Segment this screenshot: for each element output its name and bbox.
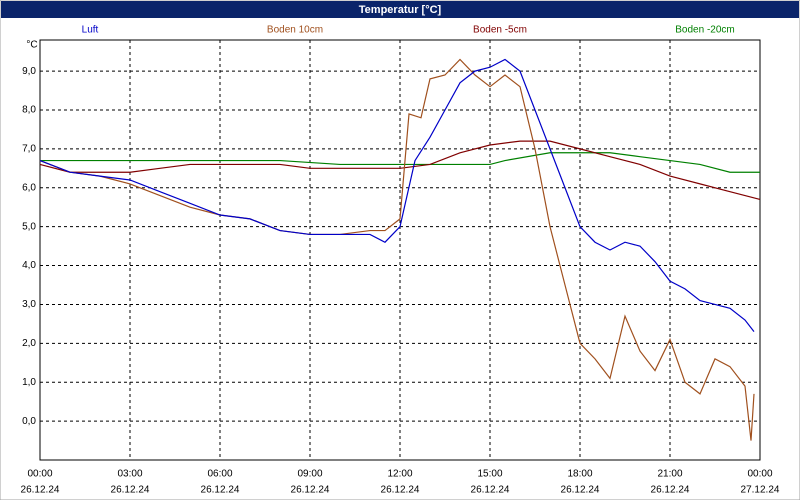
y-tick-label: 7,0 — [22, 144, 36, 155]
x-tick-label: 00:00 — [27, 469, 52, 480]
x-tick-date: 26.12.24 — [111, 485, 150, 496]
y-tick-label: 9,0 — [22, 66, 36, 77]
x-tick-date: 26.12.24 — [291, 485, 330, 496]
chart-title: Temperatur [°C] — [359, 4, 442, 16]
y-tick-label: 2,0 — [22, 338, 36, 349]
y-tick-label: 0,0 — [22, 416, 36, 427]
y-tick-label: 6,0 — [22, 182, 36, 193]
y-tick-label: 1,0 — [22, 377, 36, 388]
series-line — [39, 58, 755, 333]
x-tick-date: 26.12.24 — [651, 485, 690, 496]
legend-label: Luft — [82, 25, 99, 36]
x-tick-date: 26.12.24 — [381, 485, 420, 496]
x-tick-label: 06:00 — [207, 469, 232, 480]
x-tick-label: 03:00 — [117, 469, 142, 480]
x-tick-date: 26.12.24 — [201, 485, 240, 496]
y-tick-label: 5,0 — [22, 221, 36, 232]
x-tick-date: 26.12.24 — [21, 485, 60, 496]
series-line — [39, 140, 761, 201]
legend-label: Boden -20cm — [675, 25, 734, 36]
y-axis-label: °C — [26, 40, 37, 51]
x-tick-label: 00:00 — [747, 469, 772, 480]
x-tick-label: 09:00 — [297, 469, 322, 480]
y-tick-label: 8,0 — [22, 105, 36, 116]
x-tick-label: 18:00 — [567, 469, 592, 480]
legend-label: Boden 10cm — [267, 25, 323, 36]
title-bar — [1, 1, 799, 18]
x-tick-label: 15:00 — [477, 469, 502, 480]
series-line — [40, 152, 760, 173]
x-tick-date: 26.12.24 — [471, 485, 510, 496]
x-tick-label: 21:00 — [657, 469, 682, 480]
y-tick-label: 3,0 — [22, 299, 36, 310]
x-tick-date: 26.12.24 — [561, 485, 600, 496]
x-tick-date: 27.12.24 — [741, 485, 780, 496]
legend-label: Boden -5cm — [473, 25, 527, 36]
x-tick-label: 12:00 — [387, 469, 412, 480]
y-tick-label: 4,0 — [22, 260, 36, 271]
